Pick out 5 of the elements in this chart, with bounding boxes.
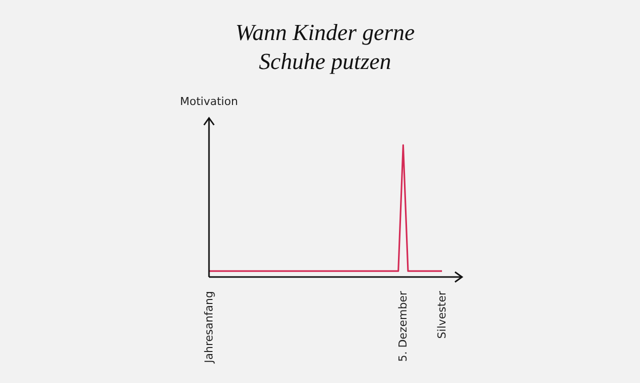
chart-title: Wann Kinder gerne Schuhe putzen bbox=[234, 19, 416, 76]
x-tick-label: 5. Dezember bbox=[396, 290, 410, 362]
y-axis-title: Motivation bbox=[180, 95, 238, 108]
x-tick-label: Jahresanfang bbox=[202, 291, 216, 364]
x-tick-label: Silvester bbox=[436, 290, 448, 339]
